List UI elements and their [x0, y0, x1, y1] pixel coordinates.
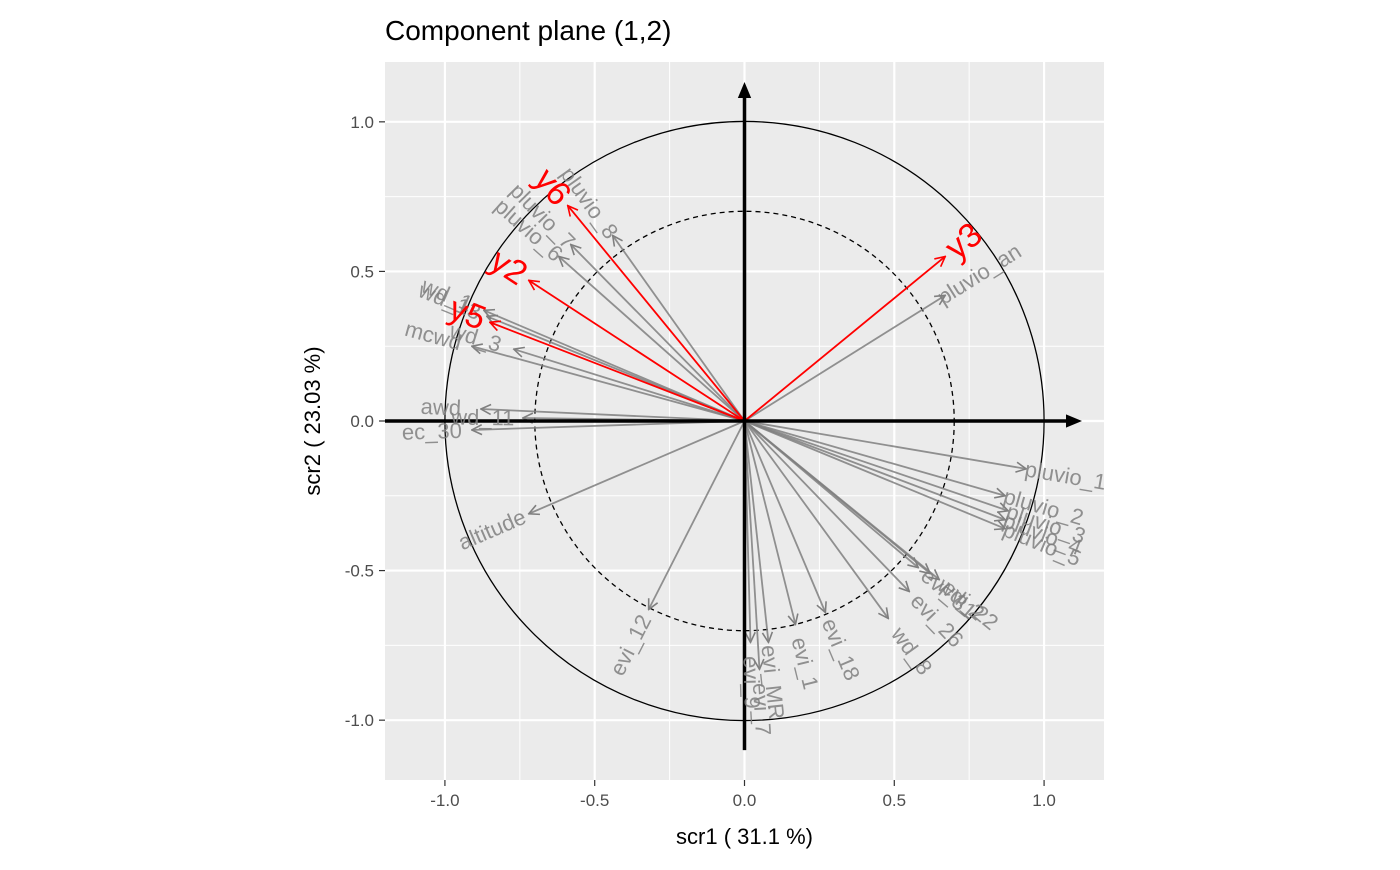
- variable-arrow-wd-3: [514, 349, 745, 422]
- variable-arrow-pluvio-3: [744, 420, 1009, 511]
- axis-ticks: -1.0 -0.5 0.0 0.5 1.0 -1.0 -0.5 0.0 0.5 1.0: [345, 113, 1056, 810]
- x-axis-title: scr1 ( 31.1 %): [676, 824, 813, 849]
- response-arrow-y2: [529, 280, 745, 422]
- variable-arrow-evi-22: [743, 420, 940, 580]
- variable-arrow-mcwd: [472, 346, 745, 422]
- x-tick-label: 0.5: [882, 791, 906, 810]
- x-tick-label: 0.0: [733, 791, 757, 810]
- variable-arrow-pluvio-7: [571, 244, 746, 422]
- variable-arrow-wd-8: [743, 420, 889, 618]
- y-tick-label: -0.5: [345, 562, 374, 581]
- variable-label-evi-7: evi_7: [748, 682, 776, 736]
- variable-arrow-evi-1: [743, 420, 796, 624]
- variable-label-evi-9: evi_9: [738, 656, 764, 709]
- variable-arrow-pluvio-1: [744, 420, 1027, 469]
- variable-label-awd: awd: [420, 394, 461, 421]
- variable-arrow-awd: [481, 409, 745, 422]
- variable-arrows: [472, 236, 1026, 670]
- response-arrow-y5: [490, 322, 745, 422]
- variable-label-ec-30: ec_30: [402, 418, 463, 445]
- response-arrow-y3: [743, 256, 946, 422]
- variable-arrow-altitude: [529, 420, 745, 514]
- variable-arrow-evi-12: [649, 420, 746, 609]
- y-axis-title: scr2 ( 23.03 %): [300, 346, 325, 495]
- y-tick-label: -1.0: [345, 711, 374, 730]
- x-tick-label: 1.0: [1032, 791, 1056, 810]
- response-arrow-y6: [568, 206, 746, 422]
- variable-label-wd-11: wd_11: [450, 405, 515, 431]
- variable-arrow-evi-26: [743, 420, 910, 592]
- y-tick-label: 0.5: [350, 262, 374, 281]
- variable-arrow-evi-7: [743, 420, 760, 669]
- variable-arrow-pluvio-5: [744, 420, 1006, 529]
- variable-arrow-pluvio-6: [559, 256, 746, 422]
- chart-title: Component plane (1,2): [385, 15, 671, 46]
- variable-arrow-pluvio-2: [744, 420, 1006, 496]
- x-tick-label: -0.5: [580, 791, 609, 810]
- variable-arrow-pluvio-an: [744, 295, 946, 422]
- variable-arrow-evi-18: [743, 420, 826, 612]
- y-tick-label: 0.0: [350, 412, 374, 431]
- variable-arrow-pluvio-4: [744, 420, 1006, 520]
- y-tick-label: 1.0: [350, 113, 374, 132]
- variable-arrow-evi-mr: [743, 420, 769, 642]
- variable-arrow-pluvio-8: [613, 236, 746, 422]
- x-tick-label: -1.0: [430, 791, 459, 810]
- response-arrows: [490, 206, 946, 422]
